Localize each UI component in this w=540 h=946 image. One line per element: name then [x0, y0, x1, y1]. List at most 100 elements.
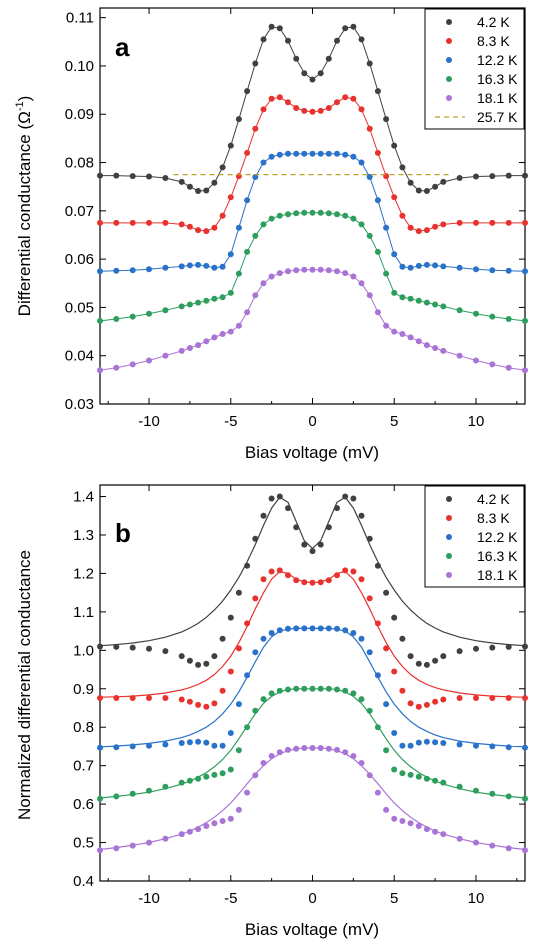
b-data-point — [186, 657, 193, 664]
a-data-point — [423, 188, 430, 194]
a-data-point — [227, 142, 234, 149]
b-data-point — [350, 690, 357, 697]
b-data-point — [309, 625, 316, 632]
b-data-point — [407, 700, 414, 707]
b-data-point — [260, 760, 267, 766]
a-data-point — [325, 210, 332, 217]
b-fit-line — [99, 570, 526, 698]
b-data-point — [113, 845, 120, 852]
a-data-point — [293, 267, 300, 274]
a-data-point — [186, 345, 193, 351]
b-data-point — [129, 695, 136, 701]
a-data-point — [203, 262, 210, 269]
b-xtick-label: -5 — [224, 890, 237, 907]
b-data-point — [391, 614, 398, 621]
a-data-point — [358, 106, 365, 113]
a-data-point — [285, 99, 291, 106]
a-data-point — [268, 95, 275, 102]
b-data-point — [350, 753, 357, 759]
a-data-point — [473, 219, 479, 226]
a-data-point — [97, 172, 103, 179]
b-data-point — [407, 653, 414, 660]
b-data-point — [235, 701, 242, 708]
a-data-point — [309, 108, 316, 115]
a-data-point — [522, 367, 528, 374]
b-data-point — [432, 828, 439, 835]
b-data-point — [97, 643, 103, 650]
b-data-point — [473, 742, 479, 749]
b-ytick-label: 1.0 — [73, 642, 94, 659]
a-data-point — [317, 150, 324, 157]
a-ytick-label: 0.04 — [65, 348, 94, 365]
a-data-point — [162, 219, 169, 226]
a-data-point — [374, 88, 381, 95]
b-data-point — [358, 512, 365, 519]
b-legend-label: 18.1 K — [477, 567, 518, 583]
b-data-point — [195, 826, 202, 833]
a-data-point — [432, 262, 439, 269]
a-ytick-label: 0.09 — [65, 106, 94, 123]
a-data-point — [195, 342, 202, 349]
a-data-point — [366, 292, 373, 299]
a-data-point — [473, 310, 479, 317]
b-data-point — [440, 696, 447, 703]
b-data-point — [423, 738, 430, 745]
a-data-point — [374, 149, 381, 156]
a-data-point — [146, 266, 152, 273]
a-data-point — [260, 36, 267, 43]
a-data-point — [276, 270, 283, 277]
a-data-point — [309, 76, 316, 83]
b-data-point — [97, 744, 103, 751]
a-data-point — [415, 187, 422, 194]
a-data-point — [423, 261, 430, 268]
b-data-point — [391, 668, 398, 675]
a-data-point — [366, 125, 373, 132]
a-data-point — [342, 270, 349, 277]
a-data-point — [252, 292, 259, 299]
a-data-point — [178, 263, 185, 270]
a-data-point — [244, 309, 251, 316]
b-data-point — [407, 820, 414, 827]
b-data-point — [505, 845, 512, 852]
a-data-point — [178, 347, 185, 354]
b-data-point — [309, 579, 316, 586]
a-data-point — [350, 23, 357, 30]
a-data-point — [489, 267, 496, 274]
a-data-point — [383, 270, 390, 277]
a-data-point — [203, 297, 210, 304]
a-data-point — [211, 179, 218, 186]
a-data-point — [244, 88, 251, 95]
a-data-point — [186, 183, 193, 190]
a-xtick-label: 10 — [468, 413, 485, 430]
b-data-point — [260, 696, 267, 703]
b-xtick-label: 5 — [390, 890, 398, 907]
a-ytick-label: 0.10 — [65, 58, 94, 75]
a-data-point — [522, 317, 528, 324]
a-legend-swatch — [446, 38, 452, 44]
a-legend-label: 25.7 K — [477, 109, 518, 125]
b-data-point — [97, 847, 103, 854]
b-data-point — [505, 793, 512, 800]
a-data-point — [285, 268, 291, 275]
panel-a-ylabel: Differential conductance (Ω-1) — [14, 96, 34, 317]
b-data-point — [456, 835, 463, 842]
a-data-point — [268, 215, 275, 222]
a-data-point — [235, 270, 242, 277]
a-data-point — [162, 175, 169, 181]
b-data-point — [399, 818, 406, 824]
b-data-point — [317, 625, 324, 632]
b-data-point — [227, 614, 234, 621]
b-data-point — [211, 653, 218, 660]
b-ytick-label: 1.3 — [73, 527, 94, 544]
panel-a: -10 -5 0 5 10 0.03 0.04 0.05 0.06 0.07 0.08 0.09 0.1… — [14, 7, 528, 462]
a-data-point — [391, 194, 398, 201]
a-data-point — [195, 188, 202, 194]
a-data-point — [285, 150, 291, 157]
b-data-point — [235, 747, 242, 754]
a-data-point — [423, 227, 430, 234]
b-data-point — [505, 643, 512, 650]
b-data-point — [113, 695, 120, 701]
a-data-point — [489, 361, 496, 368]
a-data-point — [399, 263, 406, 270]
a-data-point — [97, 367, 103, 374]
